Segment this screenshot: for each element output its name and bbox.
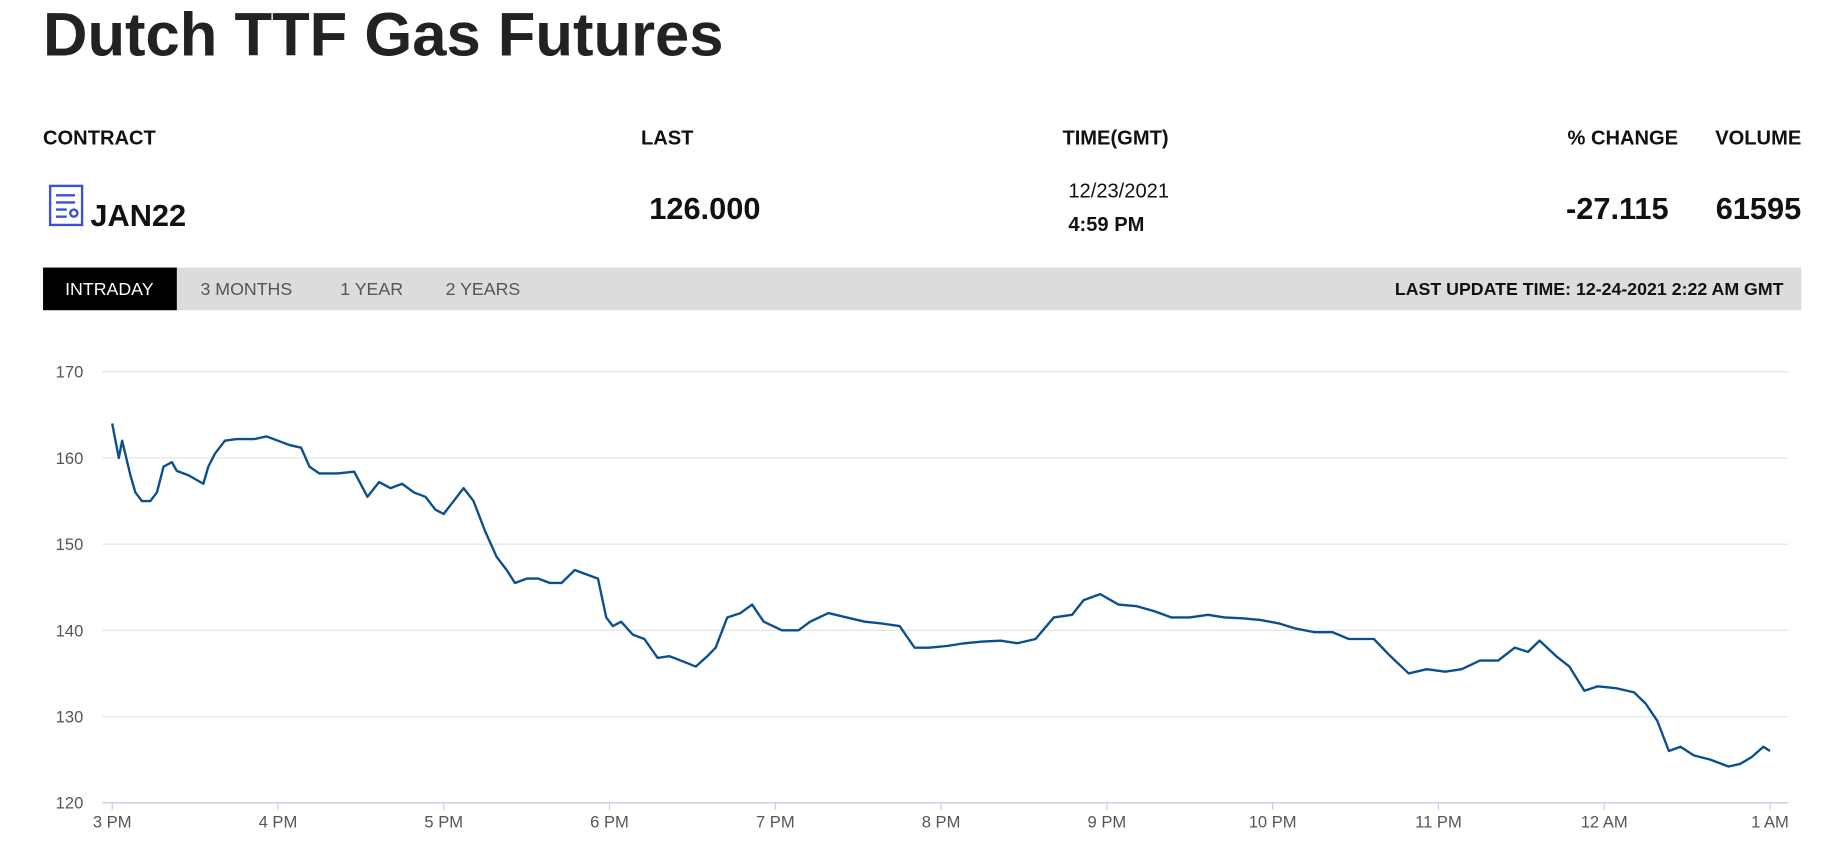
trade-time: 4:59 PM: [1068, 214, 1144, 236]
x-tick-label: 5 PM: [424, 813, 463, 832]
price-line: [111, 423, 1771, 768]
page-title: Dutch TTF Gas Futures: [43, 1, 723, 70]
column-header: TIME(GMT): [1062, 127, 1168, 149]
x-tick-label: 6 PM: [590, 813, 629, 832]
last-update: LAST UPDATE TIME: 12-24-2021 2:22 AM GMT: [1395, 279, 1784, 299]
trade-date: 12/23/2021: [1068, 181, 1169, 203]
x-tick-label: 12 AM: [1581, 813, 1628, 832]
x-tick-label: 9 PM: [1088, 813, 1127, 832]
y-tick-label: 140: [56, 621, 84, 640]
contract: JAN22: [90, 198, 186, 233]
column-header: CONTRACT: [43, 127, 157, 149]
column-header: LAST: [641, 127, 694, 149]
volume: 61595: [1716, 191, 1802, 226]
tab[interactable]: 2 YEARS: [446, 279, 521, 299]
y-tick-label: 130: [56, 707, 84, 726]
tab[interactable]: INTRADAY: [65, 279, 154, 299]
column-header: % CHANGE: [1567, 127, 1678, 149]
x-tick-label: 4 PM: [259, 813, 298, 832]
y-tick-label: 120: [56, 794, 84, 813]
chart: 120 130 140 150 160 170 3 PM 4 PM 5 PM 6 PM 7 PM 8 …: [56, 363, 1789, 832]
column-header: VOLUME: [1715, 127, 1801, 149]
tab[interactable]: 1 YEAR: [340, 279, 403, 299]
tab-bar: [43, 267, 1802, 311]
y-tick-label: 160: [56, 449, 84, 468]
x-tick-label: 3 PM: [93, 813, 132, 832]
y-tick-label: 170: [56, 363, 84, 382]
x-tick-label: 7 PM: [756, 813, 795, 832]
last-price: 126.000: [649, 191, 760, 226]
x-tick-label: 10 PM: [1249, 813, 1297, 832]
x-tick-label: 8 PM: [922, 813, 961, 832]
x-tick-label: 11 PM: [1415, 813, 1462, 832]
tab[interactable]: 3 MONTHS: [201, 279, 293, 299]
active-tab[interactable]: [43, 267, 177, 311]
y-tick-label: 150: [56, 535, 84, 554]
percent-change: -27.115: [1566, 191, 1669, 226]
contract-icon: [48, 184, 84, 227]
x-tick-label: 1 AM: [1751, 813, 1789, 832]
